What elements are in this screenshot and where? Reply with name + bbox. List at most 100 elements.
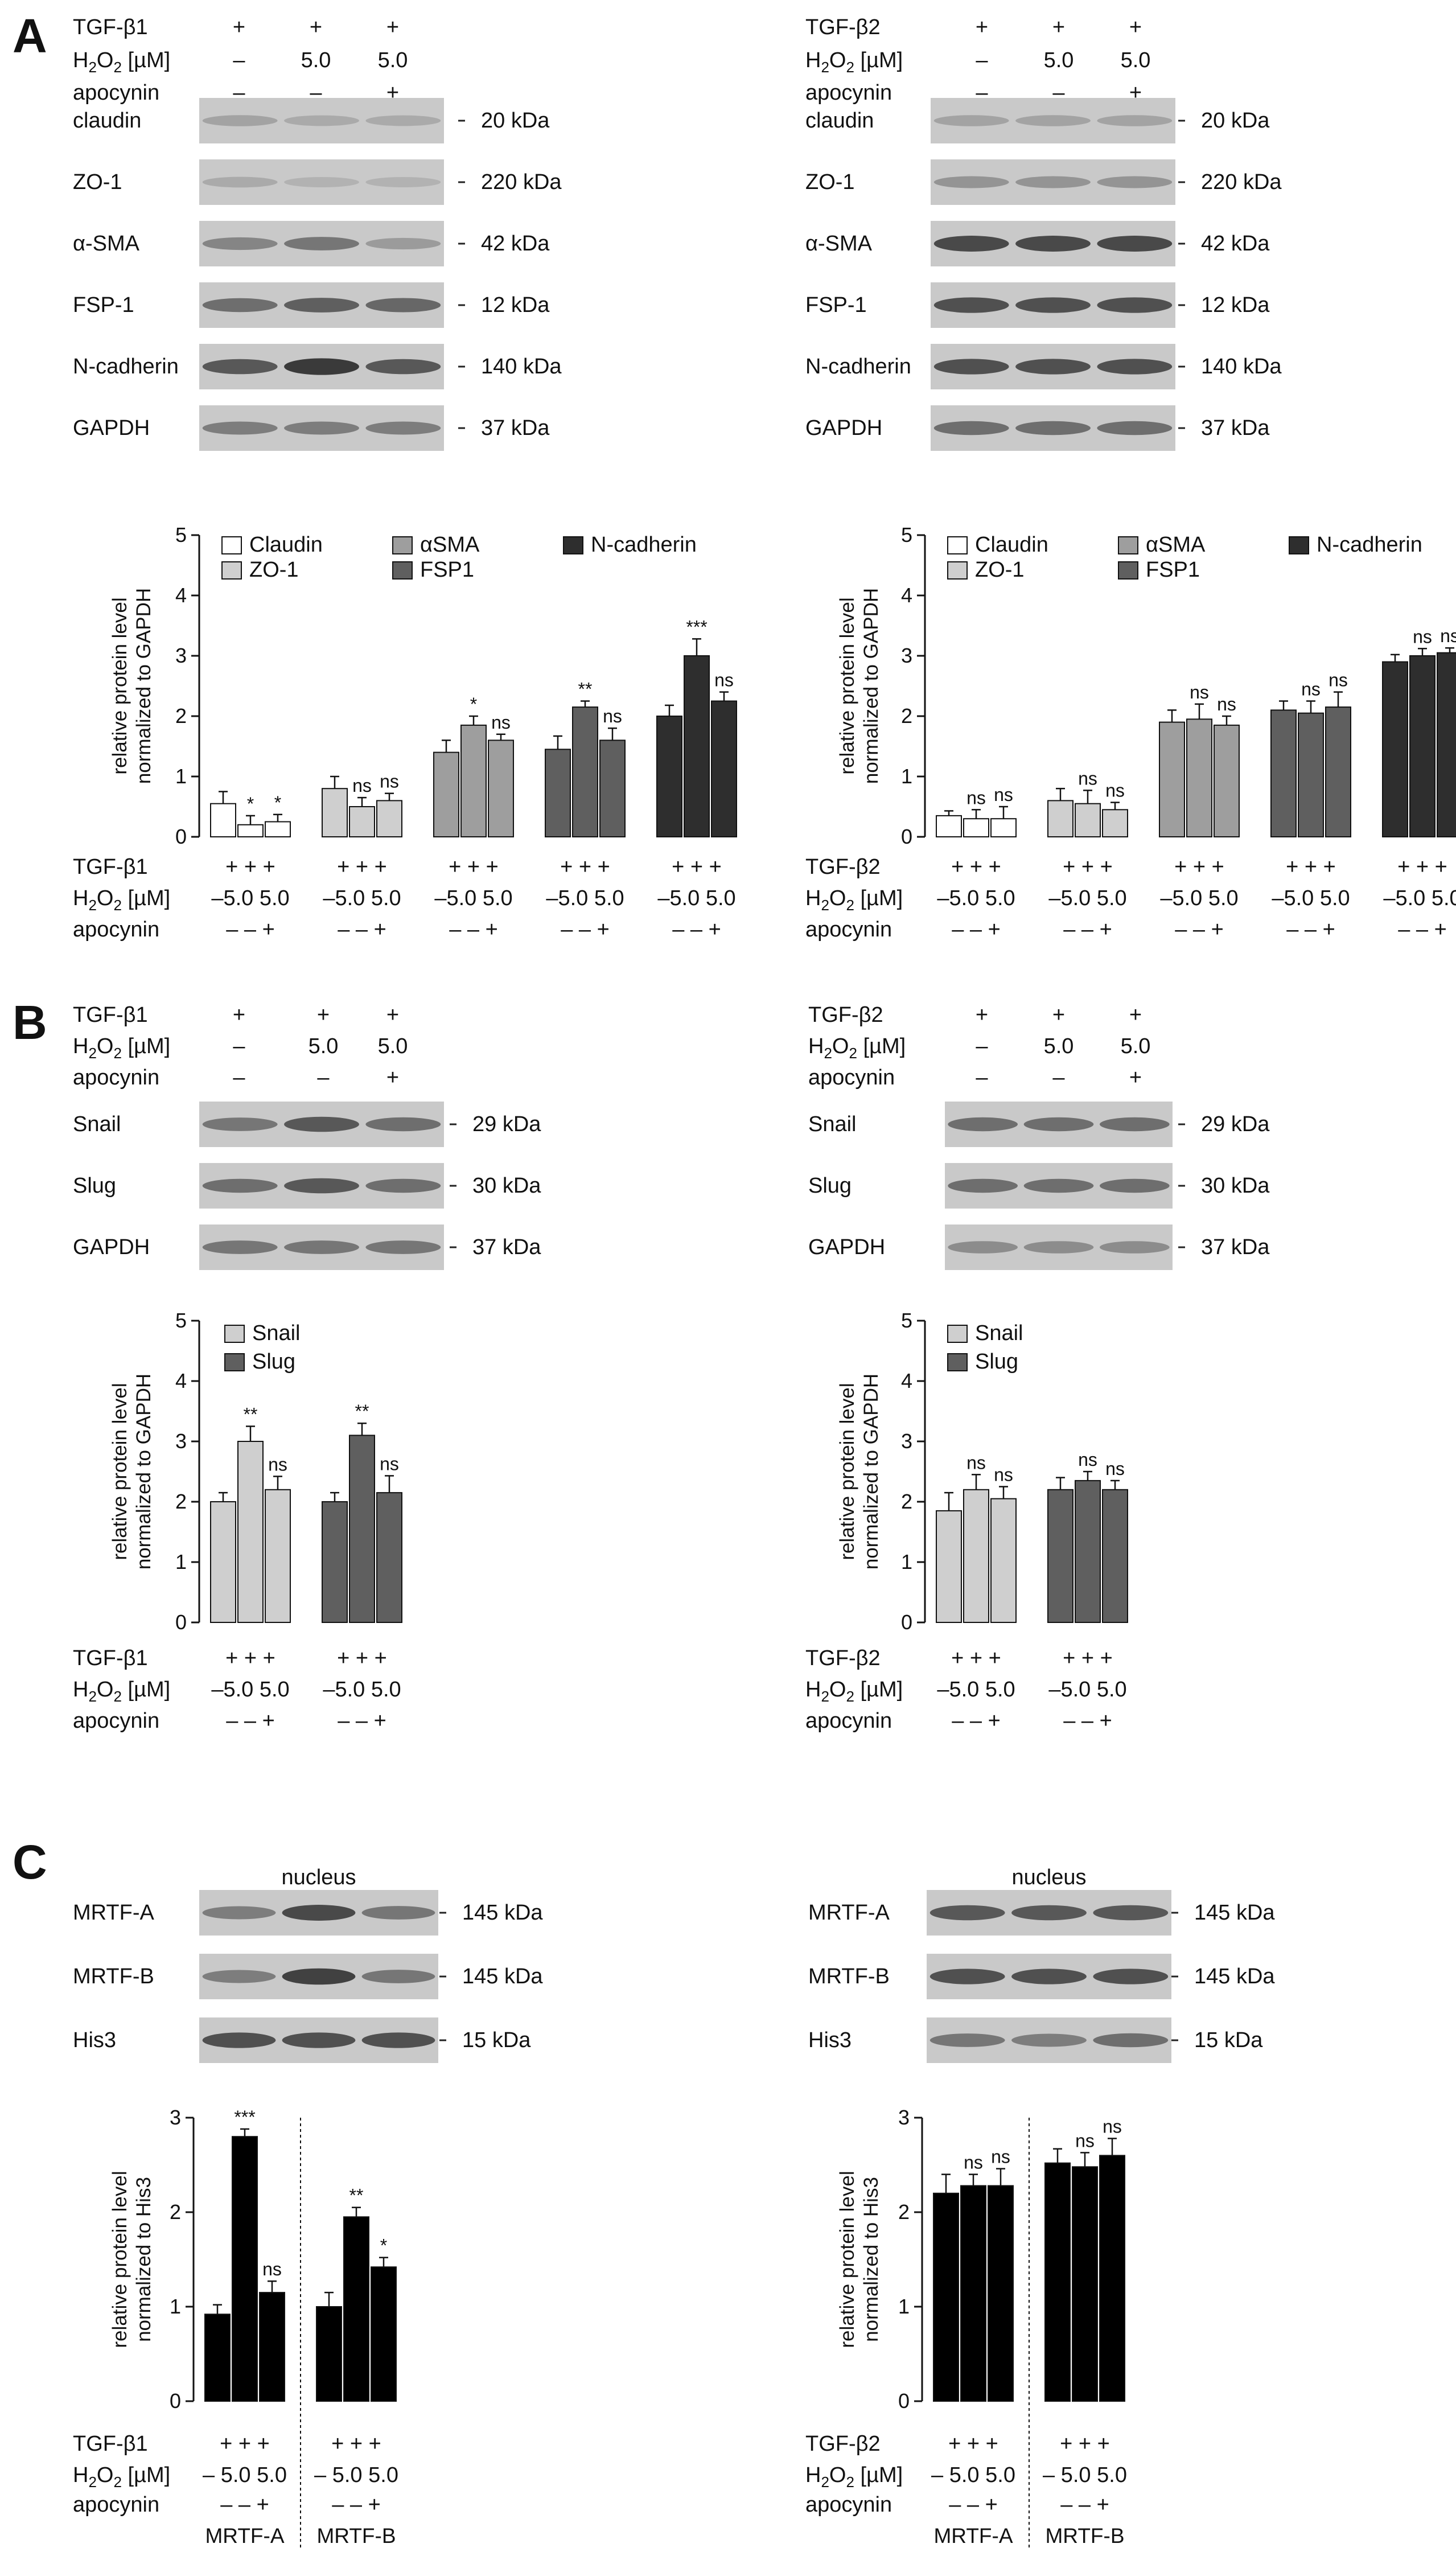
blot-band <box>202 1906 276 1920</box>
condition-value: + + + <box>948 2432 998 2456</box>
blot-band <box>1015 297 1091 313</box>
blot-header-label: H2O2 [µM] <box>73 1034 170 1062</box>
legend-label: ZO-1 <box>975 558 1025 582</box>
bar <box>265 1489 291 1624</box>
blot-header-value: 5.0 <box>378 48 408 72</box>
blot-header-value: – <box>1052 1066 1065 1090</box>
blot-title: nucleus <box>282 1865 356 1889</box>
significance-label: ns <box>1075 2130 1095 2151</box>
significance-label: ns <box>714 670 734 691</box>
legend-swatch <box>563 536 583 554</box>
significance-label: *** <box>234 2107 255 2127</box>
legend-label: FSP1 <box>420 558 474 582</box>
condition-value: + + + <box>560 855 610 879</box>
blot-band <box>365 176 441 188</box>
condition-label: apocynin <box>805 1709 892 1733</box>
significance-label: ns <box>380 1453 399 1474</box>
bar <box>1159 721 1185 837</box>
condition-label: TGF-β2 <box>805 2432 881 2456</box>
blot-protein-label: FSP-1 <box>805 293 867 317</box>
blot-band <box>202 1240 278 1254</box>
legend-label: ZO-1 <box>249 558 299 582</box>
blot-band <box>1015 421 1091 435</box>
condition-value: + + + <box>220 2432 270 2456</box>
y-tick-label: 5 <box>175 523 187 546</box>
blot-band <box>361 1970 435 1983</box>
legend-swatch <box>947 1353 968 1371</box>
bar <box>210 803 236 837</box>
bar <box>545 749 571 838</box>
significance-label: ns <box>1301 679 1321 700</box>
blot-size-label: 12 kDa <box>1201 293 1270 317</box>
legend-swatch <box>392 561 413 580</box>
blot-size-label: 15 kDa <box>1194 2028 1263 2052</box>
bar <box>1298 712 1324 837</box>
blot-band <box>361 1906 435 1920</box>
legend-swatch <box>221 561 242 580</box>
legend-label: N-cadherin <box>1317 533 1422 557</box>
legend-swatch <box>224 1325 245 1343</box>
y-tick-label: 1 <box>901 765 912 788</box>
blot-header-label: apocynin <box>73 81 159 105</box>
condition-value: + + + <box>951 1646 1001 1670</box>
blot-header-value: + <box>1052 15 1065 39</box>
legend-label: FSP1 <box>1146 558 1200 582</box>
condition-label: apocynin <box>73 918 159 942</box>
bar <box>1099 2155 1125 2402</box>
condition-value: + + + <box>1063 855 1113 879</box>
blot-size-label: 140 kDa <box>1201 355 1282 379</box>
y-tick-label: 5 <box>175 1309 187 1332</box>
blot-band <box>1097 421 1173 435</box>
blot-band <box>202 2032 276 2048</box>
condition-value: –5.0 5.0 <box>434 886 512 910</box>
condition-label: TGF-β1 <box>73 1646 148 1670</box>
blot-header-label: TGF-β1 <box>73 1003 148 1027</box>
blot-band <box>948 1117 1018 1132</box>
significance-label: ns <box>991 2147 1010 2167</box>
significance-label: ns <box>262 2259 282 2279</box>
blot-band <box>1097 176 1173 188</box>
significance-label: ns <box>603 706 622 726</box>
blot-protein-label: ZO-1 <box>805 170 855 194</box>
blot-band <box>284 1240 359 1254</box>
blot-size-label: 37 kDa <box>472 1235 541 1259</box>
blot-band <box>365 359 441 375</box>
blot-header-label: apocynin <box>73 1066 159 1090</box>
bar <box>343 2216 369 2402</box>
bar <box>1102 809 1128 838</box>
condition-value: – – + <box>449 918 498 942</box>
blot-header-value: 5.0 <box>1044 1034 1074 1058</box>
bar <box>1047 800 1074 838</box>
blot-band <box>202 1117 278 1131</box>
condition-value: – – + <box>226 1709 275 1733</box>
condition-label: H2O2 [µM] <box>805 2463 903 2491</box>
y-axis-label: relative protein level <box>109 1383 131 1560</box>
y-tick-label: 3 <box>901 644 912 667</box>
blot-header-label: H2O2 [µM] <box>73 48 170 76</box>
blot-band <box>1093 2033 1169 2048</box>
condition-value: – 5.0 5.0 <box>931 2463 1015 2487</box>
blot-band <box>1015 115 1091 126</box>
condition-value: – – + <box>1175 918 1224 942</box>
significance-label: ** <box>355 1401 369 1421</box>
blot-band <box>365 298 441 313</box>
blot-header-value: 5.0 <box>1121 48 1151 72</box>
bar <box>322 1501 348 1623</box>
blot-header-value: + <box>386 1066 399 1090</box>
y-axis-label: relative protein level <box>109 2171 131 2348</box>
y-tick-label: 0 <box>901 825 912 848</box>
blot-band <box>1023 1117 1094 1132</box>
y-tick-label: 3 <box>170 2106 181 2129</box>
condition-value: – – + <box>338 1709 386 1733</box>
blot-protein-label: Slug <box>808 1174 852 1198</box>
blot-band <box>202 176 278 188</box>
blot-band <box>202 421 278 435</box>
condition-value: –5.0 5.0 <box>657 886 735 910</box>
chart-C-right: 0 1 2 3 relative protein level normalized to … <box>805 2106 1127 2549</box>
significance-label: ns <box>994 784 1013 805</box>
blot-header-label: TGF-β2 <box>805 15 881 39</box>
bar <box>684 655 710 837</box>
significance-label: ** <box>349 2185 364 2206</box>
blot-protein-label: GAPDH <box>805 416 882 440</box>
y-axis-label: relative protein level <box>109 597 131 774</box>
